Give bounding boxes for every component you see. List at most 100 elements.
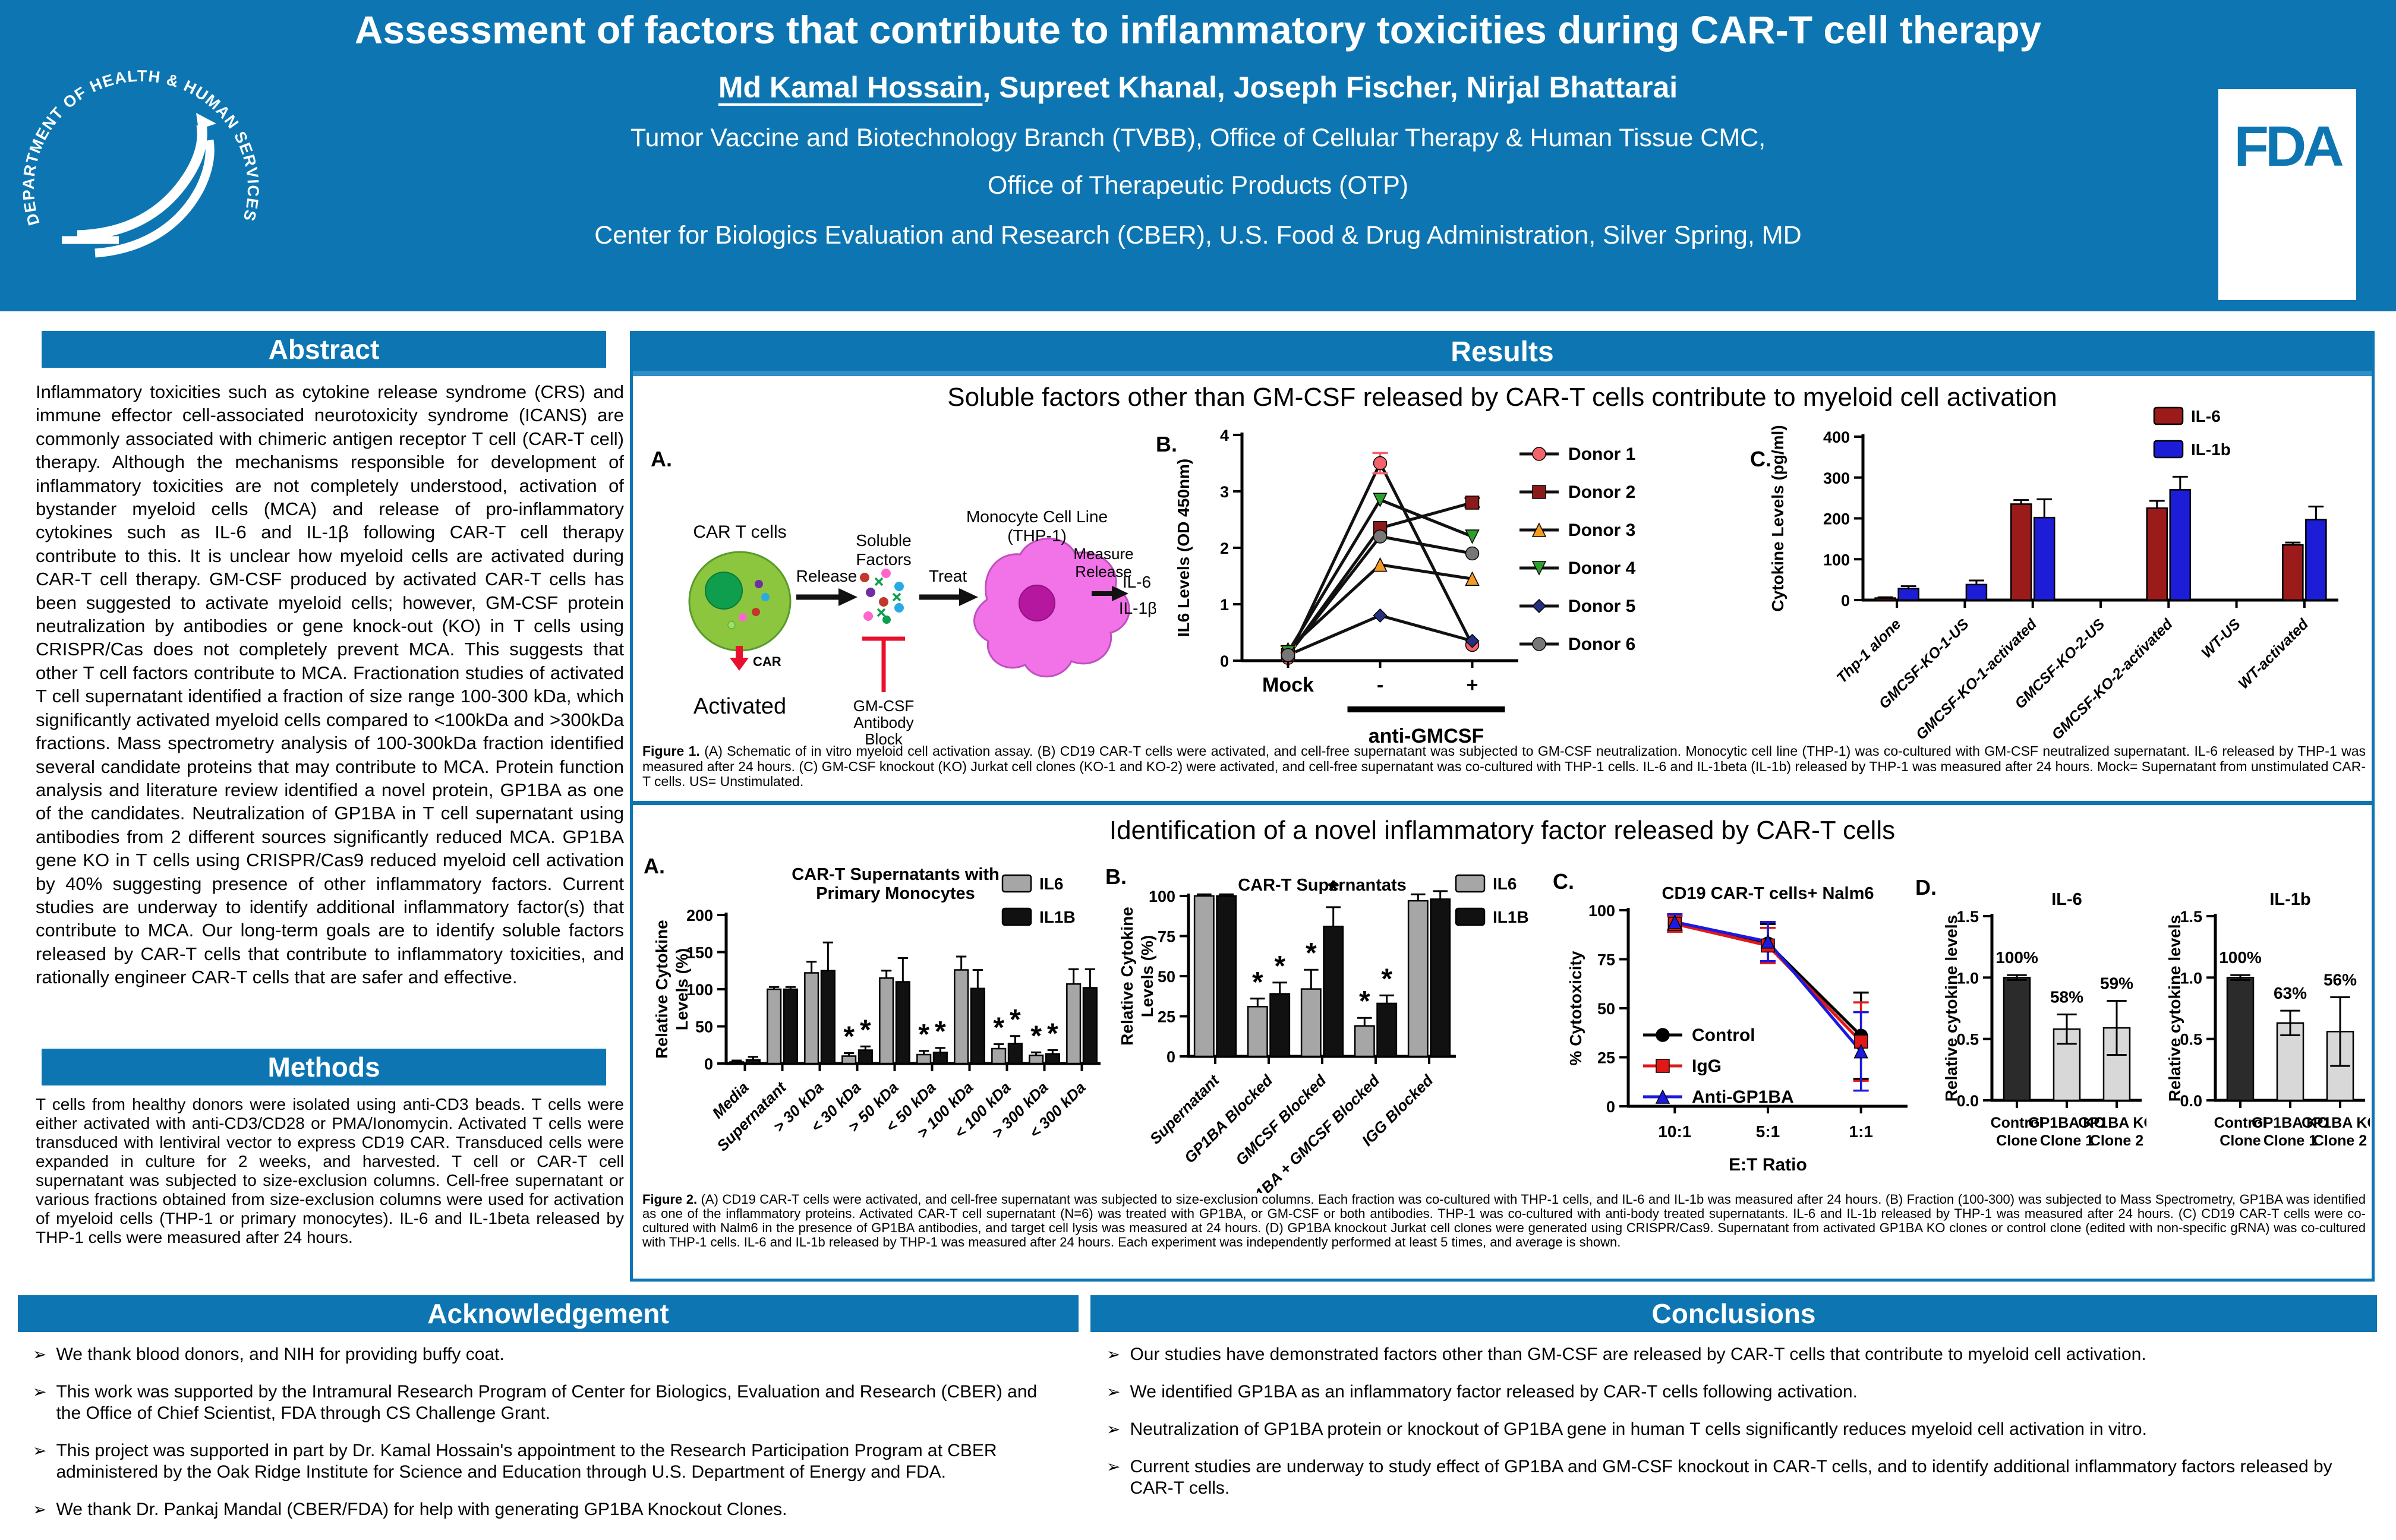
conclusion-item: Current studies are underway to study ef… — [1106, 1456, 2366, 1499]
svg-text:0.0: 0.0 — [1956, 1092, 1979, 1110]
svg-text:1.0: 1.0 — [1956, 969, 1979, 987]
hhs-seal-text: DEPARTMENT OF HEALTH & HUMAN SERVICES · … — [7, 34, 261, 230]
svg-text:200: 200 — [1823, 510, 1850, 528]
svg-text:IL-1b: IL-1b — [2269, 890, 2310, 909]
svg-text:50: 50 — [695, 1018, 713, 1036]
svg-text:Clone: Clone — [2220, 1132, 2261, 1149]
svg-text:0: 0 — [1220, 652, 1229, 670]
svg-text:CAR-T Supernatants with: CAR-T Supernatants with — [792, 865, 1000, 884]
svg-text:300: 300 — [1823, 469, 1850, 487]
svg-text:IL6: IL6 — [1039, 875, 1063, 893]
svg-text:Clone 2: Clone 2 — [2313, 1132, 2367, 1149]
svg-text:CAR-T Supernantats: CAR-T Supernantats — [1238, 876, 1407, 895]
svg-text:Cytokine Levels (pg/ml): Cytokine Levels (pg/ml) — [1768, 425, 1787, 611]
svg-text:Control: Control — [2214, 1115, 2267, 1131]
svg-text:1.0: 1.0 — [2180, 969, 2202, 987]
figure1-caption: Figure 1. (A) Schematic of in vitro myel… — [642, 743, 2366, 790]
svg-text:IL6: IL6 — [1493, 875, 1517, 893]
svg-text:Donor 6: Donor 6 — [1568, 635, 1635, 654]
svg-text:GP1BA KO: GP1BA KO — [2078, 1115, 2146, 1131]
acknowledgement-list: We thank blood donors, and NIH for provi… — [33, 1344, 1058, 1536]
svg-text:3: 3 — [1220, 483, 1229, 501]
svg-text:Donor 3: Donor 3 — [1568, 520, 1635, 540]
svg-text:DEPARTMENT OF HEALTH & HUMAN S: DEPARTMENT OF HEALTH & HUMAN SERVICES · … — [7, 34, 262, 230]
svg-text:100: 100 — [1823, 551, 1850, 569]
svg-text:GP1BA Blocked: GP1BA Blocked — [1181, 1071, 1276, 1166]
results-panel: Results Soluble factors other than GM-CS… — [630, 331, 2379, 1282]
svg-text:IL6 Levels (OD 450nm): IL6 Levels (OD 450nm) — [1174, 459, 1193, 637]
svg-text:Clone 1: Clone 1 — [2263, 1132, 2317, 1149]
affiliation-1: Tumor Vaccine and Biotechnology Branch (… — [630, 124, 1766, 152]
results-header-divider — [633, 371, 2372, 376]
svg-text:CD19 CAR-T cells+ Nalm6: CD19 CAR-T cells+ Nalm6 — [1662, 884, 1874, 903]
acknowledgement-item: We thank Dr. Pankaj Mandal (CBER/FDA) fo… — [33, 1499, 1058, 1520]
affiliation-3: Center for Biologics Evaluation and Rese… — [594, 221, 1802, 250]
svg-text:100: 100 — [686, 981, 713, 999]
svg-text:2: 2 — [1220, 539, 1229, 557]
svg-text:IL1B: IL1B — [1493, 908, 1529, 926]
svg-text:IL-6: IL-6 — [2051, 890, 2082, 909]
results-section-1: Results Soluble factors other than GM-CS… — [633, 334, 2372, 805]
svg-text:0.5: 0.5 — [1956, 1031, 1979, 1049]
acknowledgement-item: We thank blood donors, and NIH for provi… — [33, 1344, 1058, 1365]
panel-label-2c: C. — [1553, 869, 1574, 894]
measure-label-2: Release — [1075, 563, 1131, 580]
svg-text:63%: 63% — [2274, 984, 2307, 1002]
svg-text:75: 75 — [1597, 951, 1615, 969]
monocyte-label-1: Monocyte Cell Line — [966, 507, 1108, 526]
car-label: CAR — [753, 654, 781, 669]
svg-text:*: * — [1274, 951, 1285, 982]
svg-text:0.0: 0.0 — [2180, 1092, 2202, 1110]
conclusions-list: Our studies have demonstrated factors ot… — [1106, 1344, 2366, 1515]
svg-text:25: 25 — [1597, 1049, 1615, 1067]
svg-text:0: 0 — [1841, 592, 1850, 610]
activated-label: Activated — [693, 694, 786, 719]
fig1c-cytokine-bar-chart: 0 100 200 300 400 Cytokine Levels (pg/ml) Thp-… — [1762, 404, 2356, 749]
panel-label-1b: B. — [1156, 432, 1177, 456]
svg-text:400: 400 — [1823, 428, 1850, 446]
svg-text:GMCSF-KO-2-activated: GMCSF-KO-2-activated — [2048, 616, 2176, 743]
panel-label-2b: B. — [1105, 864, 1127, 889]
conclusions-header: Conclusions — [1090, 1295, 2377, 1332]
methods-text: T cells from healthy donors were isolate… — [36, 1095, 624, 1246]
svg-text:Donor 5: Donor 5 — [1568, 597, 1635, 616]
abstract-header: Abstract — [42, 331, 606, 368]
svg-text:100: 100 — [1149, 888, 1175, 905]
svg-text:Levels (%): Levels (%) — [1138, 935, 1156, 1018]
svg-text:Control: Control — [1991, 1115, 2044, 1131]
svg-text:58%: 58% — [2050, 987, 2083, 1006]
fig1a-schematic: CAR CAR T cells Activated Release — [688, 507, 1156, 747]
svg-text:*: * — [1381, 963, 1392, 995]
monocyte-nucleus — [1019, 585, 1055, 621]
svg-text:0: 0 — [1606, 1098, 1615, 1116]
svg-text:1: 1 — [1220, 596, 1229, 614]
panel-label-2a: A. — [644, 854, 665, 878]
release-label: Release — [796, 567, 857, 585]
fig2b-blocking-bar-chart: CAR-T Supernantats 0 25 50 75 100 Relative Cyt… — [1111, 869, 1545, 1219]
svg-text:GMCSF Blocked: GMCSF Blocked — [1232, 1071, 1330, 1169]
svg-text:% Cytotoxicity: % Cytotoxicity — [1566, 951, 1585, 1065]
conclusion-item: We identified GP1BA as an inflammatory f… — [1106, 1381, 2366, 1403]
svg-text:GMCSF-KO-1-activated: GMCSF-KO-1-activated — [1913, 616, 2041, 743]
svg-text:0: 0 — [1167, 1048, 1175, 1066]
car-receptor-icon — [736, 646, 743, 658]
svg-text:*: * — [918, 1019, 929, 1050]
svg-text:50: 50 — [1597, 1000, 1615, 1018]
svg-text:*: * — [843, 1021, 855, 1053]
author-presenting: Md Kamal Hossain — [718, 71, 983, 104]
measure-label-1: Measure — [1073, 545, 1133, 563]
panel-label-2d: D. — [1915, 875, 1937, 900]
svg-text:+: + — [1467, 674, 1478, 696]
authors-rest: , Supreet Khanal, Joseph Fischer, Nirjal… — [982, 71, 1678, 104]
svg-text:IL-6: IL-6 — [2191, 407, 2221, 425]
svg-text:0.5: 0.5 — [2180, 1031, 2202, 1049]
svg-text:100: 100 — [1588, 902, 1615, 920]
fig2a-primary-monocytes-bar-chart: CAR-T Supernatants with Primary Monocytes… — [646, 859, 1104, 1194]
svg-text:*: * — [1010, 1004, 1021, 1036]
car-t-cell-shape — [688, 551, 792, 652]
panel-label-1a: A. — [651, 447, 672, 471]
svg-text:*: * — [1030, 1020, 1042, 1052]
svg-text:1.5: 1.5 — [2180, 908, 2202, 926]
car-t-cells-label: CAR T cells — [693, 522, 786, 542]
